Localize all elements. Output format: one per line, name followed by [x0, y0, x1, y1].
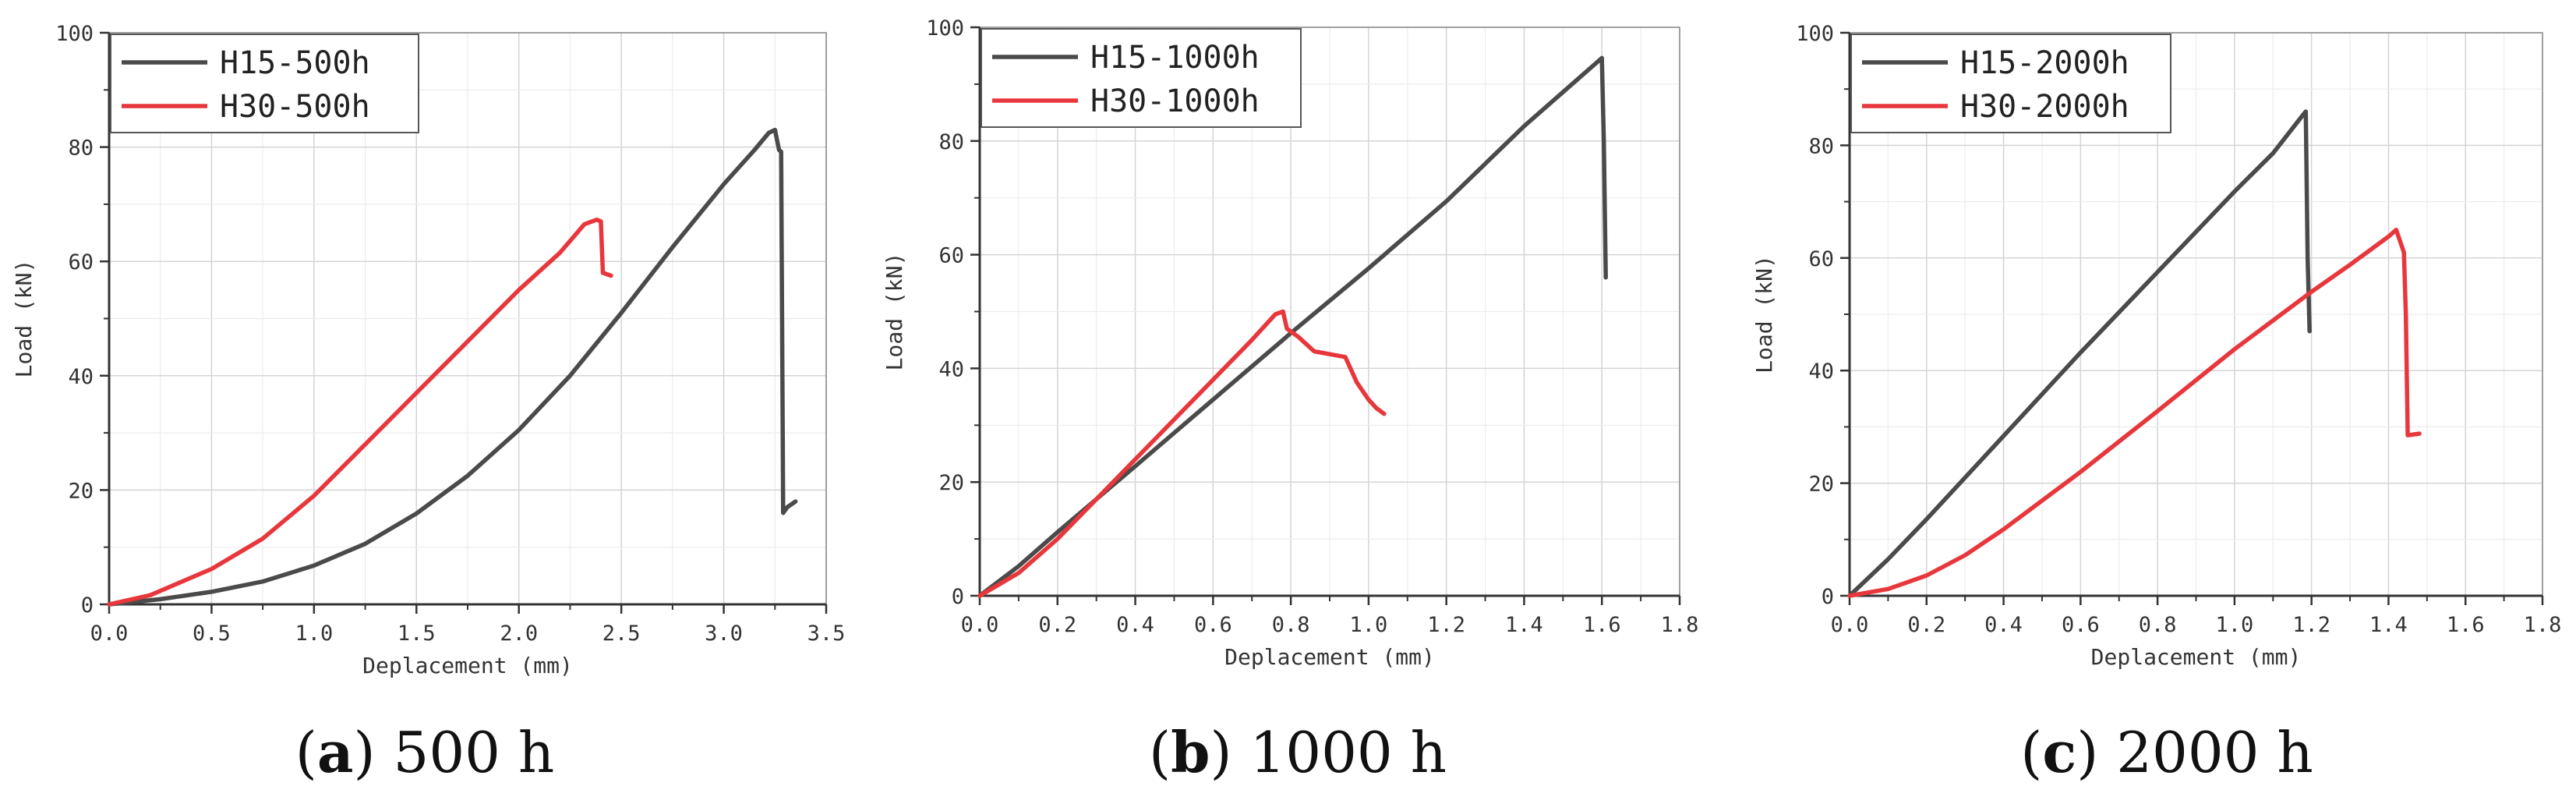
- caption-close: ): [1210, 720, 1231, 785]
- x-tick-label: 0.2: [1907, 613, 1945, 637]
- legend-label: H30-500h: [220, 89, 370, 125]
- x-tick-label: 0.4: [1116, 613, 1154, 637]
- x-tick-label: 1.4: [1505, 613, 1543, 637]
- caption-letter: b: [1171, 719, 1210, 785]
- series-line-H30-2000h: [1847, 227, 2422, 598]
- series-line-H15-2000h: [1847, 109, 2312, 598]
- y-tick-label: 80: [1808, 134, 1834, 158]
- x-axis-title: Deplacement (mm): [2091, 644, 2302, 670]
- caption-text: 500 h: [376, 720, 555, 785]
- panel-caption: (b) 1000 h: [1149, 719, 1447, 785]
- panel-caption: (a) 500 h: [295, 719, 554, 785]
- x-tick-label: 0.8: [2139, 613, 2177, 637]
- legend: H15-2000h H30-2000h: [1850, 34, 2171, 133]
- caption-open: (: [1149, 720, 1171, 785]
- x-tick-label: 3.5: [807, 622, 846, 646]
- y-tick-label: 40: [938, 357, 964, 381]
- x-tick-label: 1.4: [2369, 613, 2408, 637]
- x-tick-label: 0.4: [1984, 613, 2023, 637]
- series-line-H30-500h: [107, 217, 613, 607]
- caption-letter: c: [2042, 719, 2076, 785]
- legend-label: H30-1000h: [1090, 83, 1260, 119]
- x-tick-label: 0.0: [1831, 613, 1869, 637]
- chart-panel-3: 0.0 0.2 0.4 0.6 0.8 1.0 1.2 1.4 1.6 1.8 0 20 40 60 80 1…: [1751, 22, 2561, 785]
- legend: H15-500h H30-500h: [110, 34, 419, 133]
- y-tick-label: 100: [926, 16, 964, 41]
- x-tick-label: 1.8: [1661, 613, 1699, 637]
- x-tick-label: 1.8: [2524, 613, 2562, 637]
- grid: [108, 32, 827, 605]
- y-tick-label: 80: [938, 130, 964, 154]
- x-tick-label: 3.0: [705, 622, 743, 646]
- x-axis-title: Deplacement (mm): [1224, 644, 1435, 670]
- y-tick-label: 20: [938, 471, 964, 495]
- y-tick-label: 40: [68, 365, 94, 389]
- caption-open: (: [2020, 720, 2042, 785]
- x-tick-label: 1.0: [1349, 613, 1387, 637]
- caption-letter: a: [317, 719, 354, 785]
- y-tick-label: 60: [1808, 247, 1834, 271]
- x-tick-label: 0.5: [193, 622, 231, 646]
- series-line-H15-500h: [107, 127, 798, 607]
- caption-text: 2000 h: [2098, 720, 2313, 785]
- y-tick-label: 60: [68, 250, 94, 274]
- x-tick-label: 1.0: [2215, 613, 2253, 637]
- x-tick-label: 1.2: [2292, 613, 2330, 637]
- x-tick-label: 1.6: [2447, 613, 2485, 637]
- y-tick-label: 100: [55, 22, 94, 46]
- x-tick-label: 1.5: [398, 622, 436, 646]
- legend-box: [981, 28, 1302, 128]
- x-tick-label: 1.0: [295, 622, 333, 646]
- x-tick-label: 1.6: [1583, 613, 1621, 637]
- y-axis-title: Load (kN): [11, 260, 37, 378]
- x-tick-label: 2.5: [602, 622, 641, 646]
- legend-label: H15-1000h: [1090, 40, 1260, 76]
- y-axis-title: Load (kN): [1751, 255, 1777, 374]
- legend-box: [1850, 34, 2171, 133]
- legend-label: H15-500h: [220, 45, 370, 81]
- y-tick-label: 0: [81, 593, 94, 618]
- y-tick-label: 0: [952, 585, 964, 609]
- caption-text: 1000 h: [1232, 720, 1447, 785]
- chart-panel-2: 0.0 0.2 0.4 0.6 0.8 1.0 1.2 1.4 1.6 1.8 0 20 40 60 80 1…: [882, 16, 1698, 785]
- series-line-H30-1000h: [977, 309, 1387, 598]
- y-tick-label: 100: [1796, 22, 1834, 46]
- legend-box: [110, 34, 419, 133]
- caption-close: ): [2076, 720, 2098, 785]
- legend: H15-1000h H30-1000h: [981, 28, 1302, 128]
- y-tick-label: 0: [1822, 585, 1834, 609]
- x-tick-label: 0.0: [90, 622, 129, 646]
- y-tick-label: 20: [1808, 473, 1834, 497]
- x-tick-label: 0.8: [1272, 613, 1310, 637]
- legend-label: H15-2000h: [1960, 45, 2129, 81]
- series-line-H15-1000h: [977, 55, 1608, 598]
- chart-panel-1: 0.0 0.5 1.0 1.5 2.0 2.5 3.0 3.5 0 20 40 60 80 100 Depl…: [11, 22, 845, 785]
- y-tick-label: 20: [68, 479, 94, 503]
- caption-open: (: [295, 720, 317, 785]
- y-tick-label: 60: [938, 244, 964, 268]
- x-tick-label: 0.0: [961, 613, 999, 637]
- x-tick-label: 0.6: [1194, 613, 1232, 637]
- x-tick-label: 0.2: [1038, 613, 1076, 637]
- x-tick-label: 2.0: [500, 622, 538, 646]
- legend-label: H30-2000h: [1960, 89, 2129, 125]
- caption-close: ): [354, 720, 376, 785]
- panel-caption: (c) 2000 h: [2020, 719, 2313, 785]
- x-tick-label: 0.6: [2062, 613, 2100, 637]
- y-tick-label: 80: [68, 136, 94, 161]
- y-tick-label: 40: [1808, 359, 1834, 384]
- y-axis-title: Load (kN): [882, 253, 907, 371]
- x-axis-title: Deplacement (mm): [362, 653, 573, 678]
- x-tick-label: 1.2: [1427, 613, 1465, 637]
